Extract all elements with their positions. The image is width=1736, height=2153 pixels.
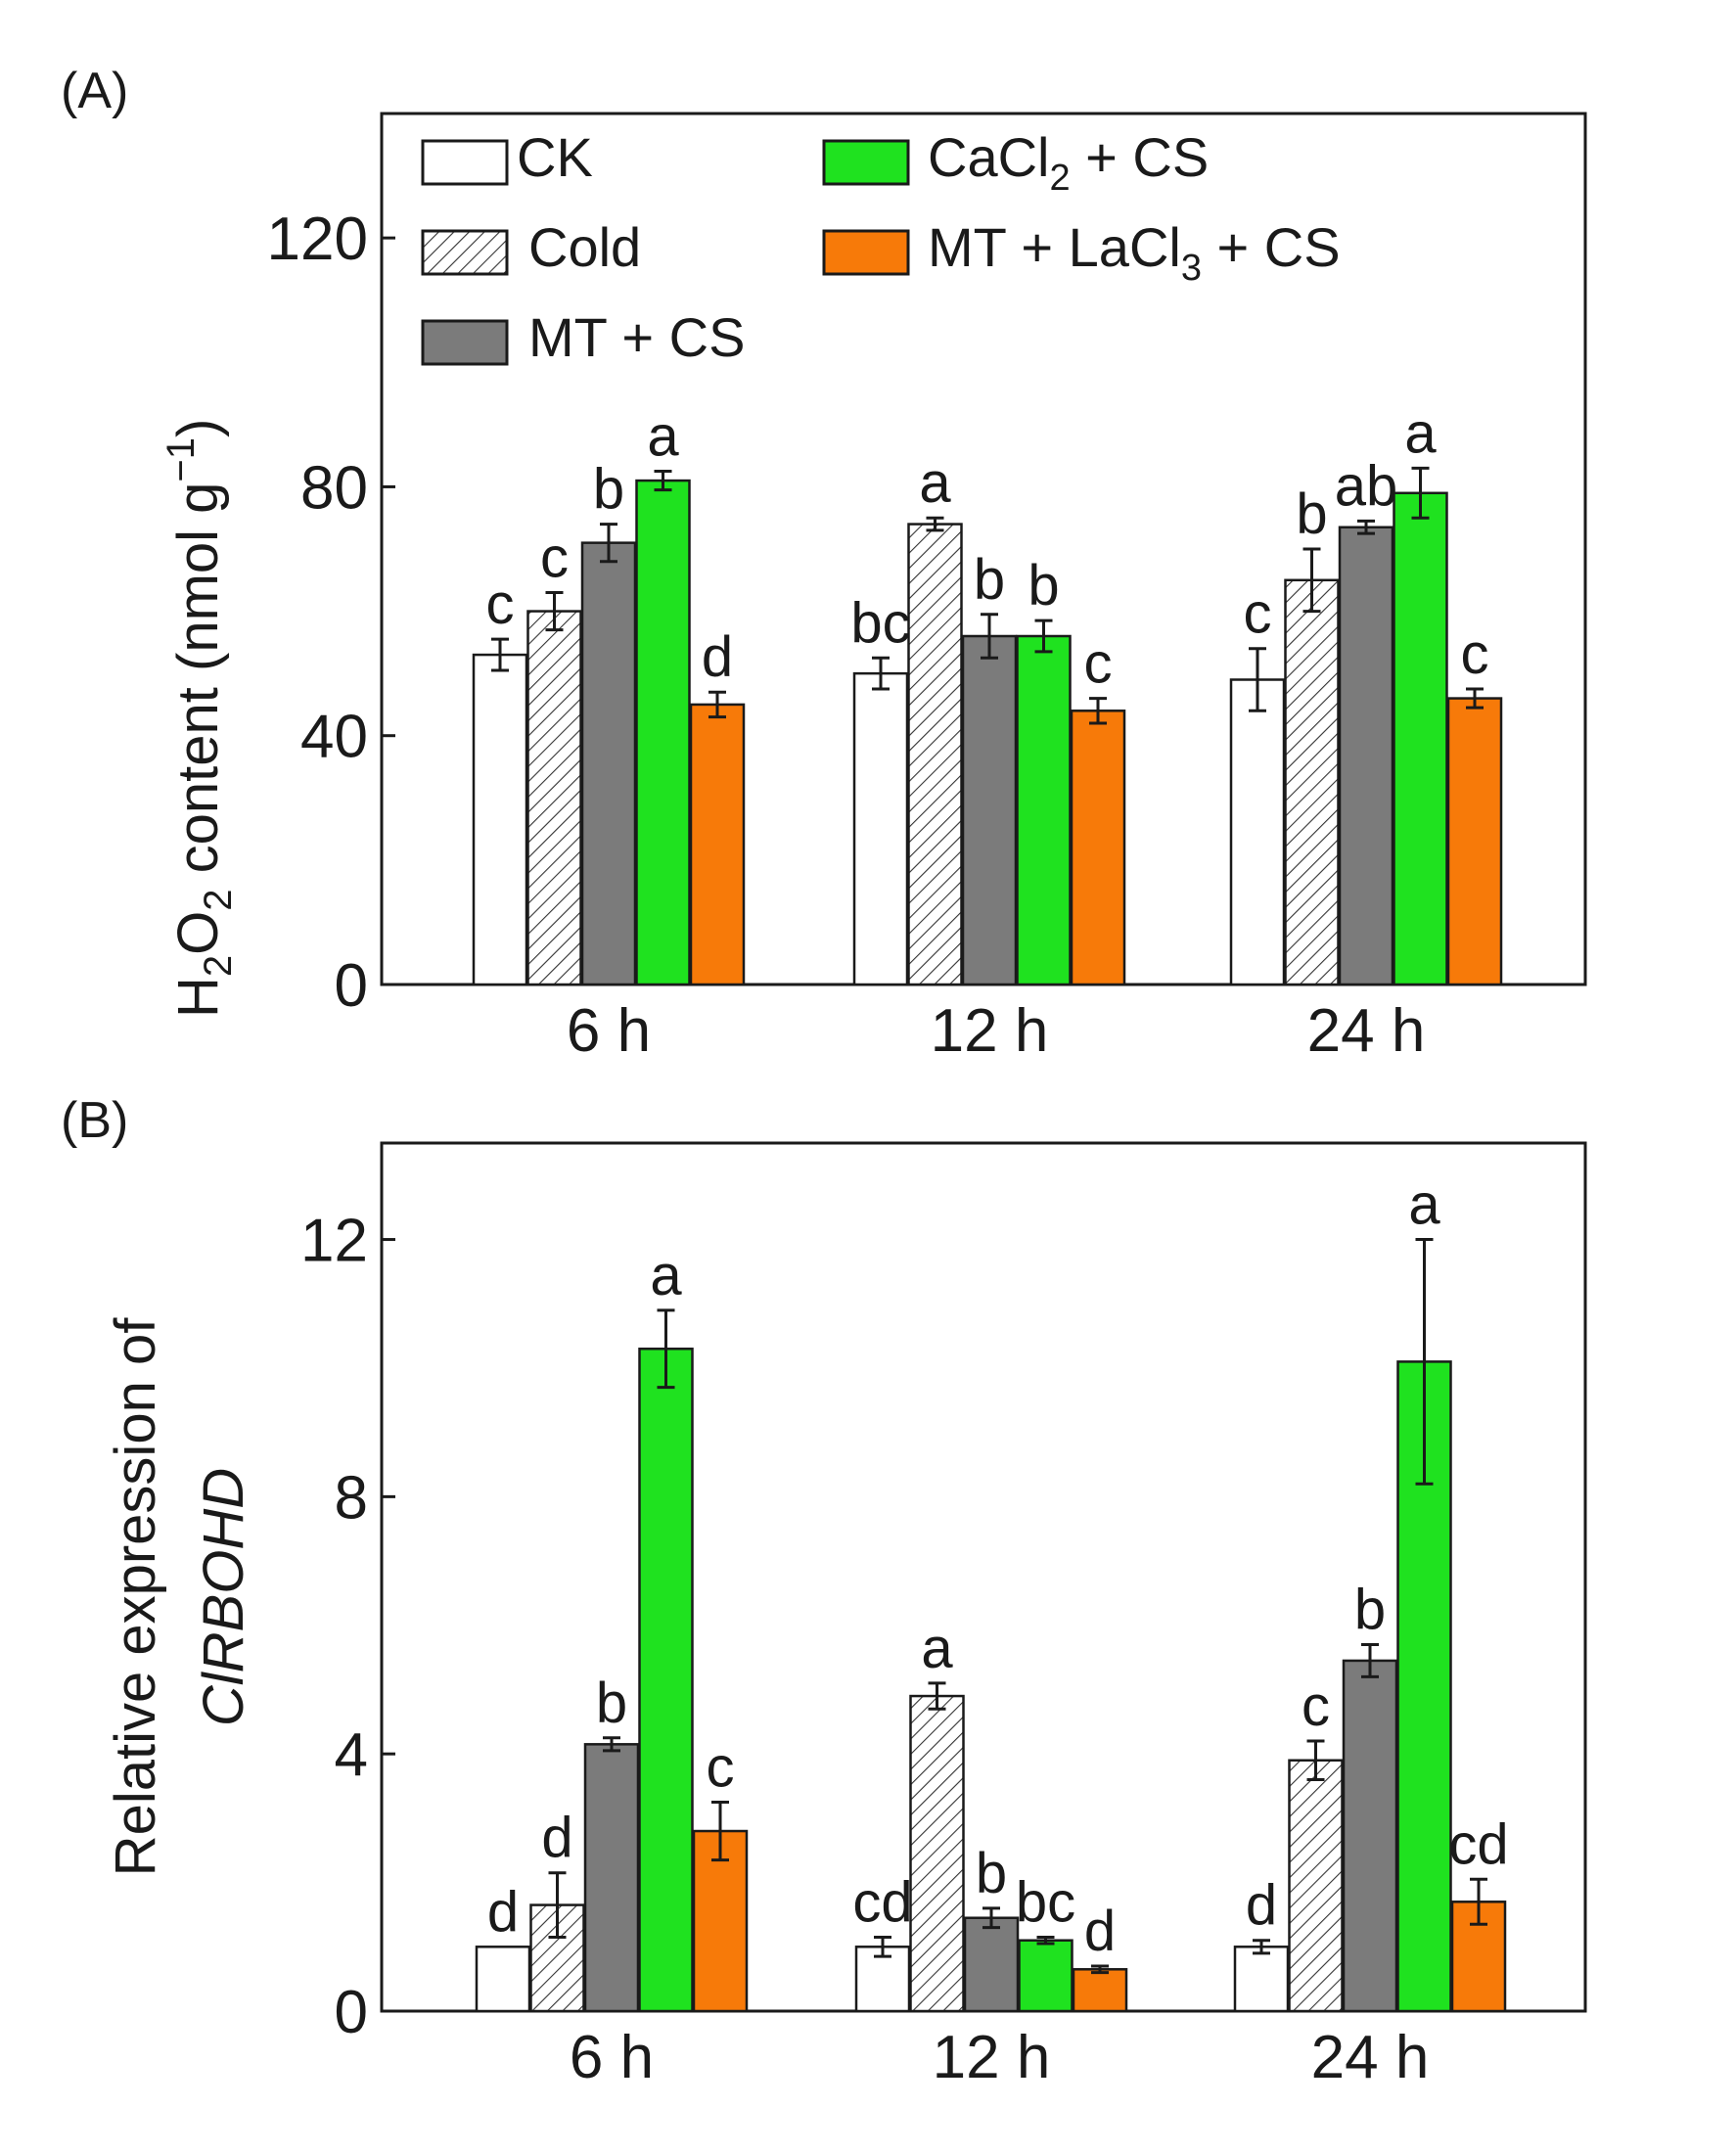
panel-a-axis: 0 40 80 120 6 h 12 h 24 h: [267, 206, 1426, 1065]
legend-label-mt-lacl3-cs: MT + LaCl3 + CS: [928, 216, 1341, 289]
x-tick-label-6-h: 6 h: [567, 997, 651, 1065]
panel-b-y-axis-title-line1: Relative expression of: [104, 1317, 167, 1877]
significance-letter-cacl2-cs-24-h: a: [1404, 401, 1437, 465]
significance-letter-mt-cs-6-h: b: [593, 458, 624, 522]
bar-cacl2-cs-6-h: [635, 479, 691, 986]
bar-mt-cs-12-h: [963, 1916, 1020, 2013]
significance-letter-cold-24-h: b: [1296, 482, 1327, 546]
bar-cacl2-cs-6-h: [638, 1348, 694, 2013]
panel-b-y-axis-title-line2: ClRBOHD: [192, 1468, 255, 1726]
bar-ck-12-h: [852, 671, 909, 986]
y-tick-label-8: 8: [335, 1464, 368, 1532]
legend-swatch-ck: [421, 139, 509, 186]
significance-letter-mt-lacl3-cs-12-h: c: [1084, 632, 1113, 696]
significance-letter-cacl2-cs-24-h: a: [1408, 1173, 1440, 1237]
significance-letter-cold-12-h: a: [919, 451, 951, 515]
significance-letter-cacl2-cs-6-h: a: [647, 405, 679, 469]
bar-cold-6-h: [526, 610, 582, 986]
x-tick-label-24-h: 24 h: [1307, 997, 1426, 1065]
significance-letter-cold-12-h: a: [921, 1617, 953, 1680]
panel-b-label: (B): [61, 1092, 128, 1149]
bar-cacl2-cs-12-h: [1018, 1939, 1074, 2013]
y-tick-label-0: 0: [335, 1979, 368, 2046]
bar-cacl2-cs-24-h: [1393, 491, 1448, 986]
legend-swatch-cacl2-cs: [822, 139, 910, 186]
significance-letter-cold-6-h: d: [541, 1807, 572, 1870]
y-tick-label-120: 120: [267, 206, 368, 273]
significance-letter-mt-cs-12-h: b: [976, 1842, 1007, 1905]
bar-mt-lacl3-cs-6-h: [689, 703, 746, 986]
legend-label-cold: Cold: [528, 216, 641, 278]
legend-item-cold: Cold: [421, 216, 641, 278]
bar-mt-cs-12-h: [961, 634, 1018, 986]
bar-ck-6-h: [472, 653, 528, 986]
significance-letter-cacl2-cs-12-h: b: [1028, 554, 1059, 618]
bar-ck-24-h: [1233, 1946, 1290, 2013]
significance-letter-mt-lacl3-cs-12-h: d: [1084, 1900, 1116, 1963]
x-tick-label-24-h: 24 h: [1311, 2024, 1430, 2091]
significance-letter-cacl2-cs-6-h: a: [650, 1244, 682, 1307]
significance-letter-ck-12-h: bc: [850, 591, 910, 655]
significance-letter-ck-12-h: cd: [852, 1870, 912, 1934]
legend-item-ck: CK: [421, 126, 593, 188]
significance-letter-mt-lacl3-cs-24-h: c: [1461, 622, 1489, 686]
panel-b-axis: 0 4 8 12 6 h 12 h 24 h: [300, 1208, 1429, 2091]
panel-a: (A) H2O2 content (nmol g−1) CK Cold MT +…: [61, 63, 1587, 1065]
significance-letter-cacl2-cs-12-h: bc: [1016, 1870, 1075, 1934]
x-tick-label-6-h: 6 h: [570, 2024, 654, 2091]
bar-mt-cs-24-h: [1342, 1659, 1398, 2013]
legend-item-mt-lacl3-cs: MT + LaCl3 + CS: [822, 216, 1341, 289]
legend-label-mt-cs: MT + CS: [528, 306, 745, 368]
bar-ck-24-h: [1229, 678, 1286, 986]
significance-letter-cold-6-h: c: [540, 527, 569, 590]
significance-letter-ck-24-h: c: [1244, 582, 1272, 646]
panel-a-label: (A): [61, 63, 128, 119]
y-tick-label-0: 0: [335, 952, 368, 1020]
bar-mt-lacl3-cs-12-h: [1072, 1968, 1128, 2013]
significance-letter-mt-cs-24-h: b: [1354, 1578, 1386, 1641]
bar-mt-lacl3-cs-24-h: [1446, 697, 1503, 986]
significance-letter-mt-lacl3-cs-6-h: d: [702, 625, 733, 689]
significance-letter-cold-24-h: c: [1302, 1674, 1330, 1738]
bar-ck-6-h: [475, 1946, 531, 2013]
bar-cold-12-h: [909, 1694, 965, 2013]
bar-mt-lacl3-cs-12-h: [1070, 710, 1126, 986]
bar-cold-24-h: [1284, 578, 1340, 986]
x-tick-label-12-h: 12 h: [933, 2024, 1051, 2091]
significance-letter-mt-lacl3-cs-6-h: c: [707, 1735, 735, 1799]
legend-item-mt-cs: MT + CS: [421, 306, 745, 368]
bar-mt-cs-6-h: [580, 541, 637, 986]
significance-letter-ck-6-h: c: [486, 573, 515, 636]
panel-a-y-axis-title: H2O2 content (nmol g−1): [160, 419, 240, 1018]
legend-swatch-mt-lacl3-cs: [822, 229, 910, 276]
significance-letter-mt-lacl3-cs-24-h: cd: [1448, 1812, 1508, 1876]
y-tick-label-12: 12: [300, 1208, 368, 1275]
legend-swatch-mt-cs: [421, 319, 509, 366]
x-tick-label-12-h: 12 h: [931, 997, 1049, 1065]
legend-label-ck: CK: [517, 126, 593, 188]
bar-cold-24-h: [1288, 1759, 1344, 2013]
panel-b: (B) Relative expression of ClRBOHD 0 4 8 12…: [61, 1092, 1587, 2091]
significance-letter-mt-cs-24-h: ab: [1335, 454, 1398, 518]
legend-item-cacl2-cs: CaCl2 + CS: [822, 126, 1209, 199]
bar-mt-cs-6-h: [583, 1743, 640, 2013]
panel-a-legend: CK Cold MT + CS CaCl2 + CS MT + LaCl3 + …: [421, 126, 1341, 368]
significance-letter-ck-24-h: d: [1246, 1874, 1277, 1938]
y-tick-label-80: 80: [300, 454, 368, 522]
bar-cold-12-h: [907, 523, 963, 986]
legend-swatch-cold: [421, 229, 509, 276]
bar-cacl2-cs-12-h: [1016, 634, 1072, 986]
y-tick-label-40: 40: [300, 704, 368, 771]
legend-label-cacl2-cs: CaCl2 + CS: [928, 126, 1209, 199]
y-tick-label-4: 4: [335, 1721, 368, 1789]
significance-letter-mt-cs-6-h: b: [596, 1672, 627, 1735]
significance-letter-ck-6-h: d: [487, 1880, 519, 1944]
bar-mt-cs-24-h: [1338, 526, 1394, 986]
significance-letter-mt-cs-12-h: b: [974, 548, 1005, 612]
